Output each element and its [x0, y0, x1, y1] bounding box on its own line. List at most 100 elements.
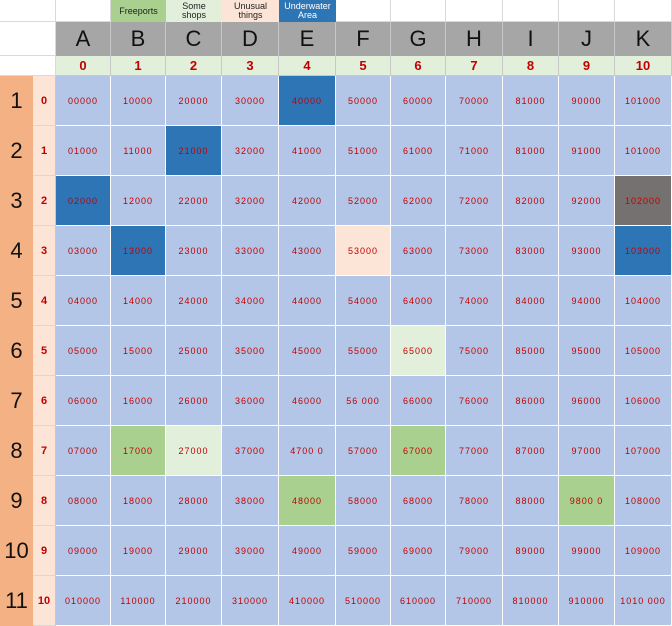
- column-header[interactable]: E: [279, 22, 336, 56]
- column-header[interactable]: K: [615, 22, 672, 56]
- row-header[interactable]: 6: [0, 326, 33, 376]
- grid-cell[interactable]: 109000: [615, 526, 672, 576]
- grid-cell[interactable]: 72000: [446, 176, 503, 226]
- grid-cell[interactable]: 93000: [559, 226, 615, 276]
- grid-cell[interactable]: 43000: [279, 226, 336, 276]
- grid-cell[interactable]: 22000: [166, 176, 222, 226]
- grid-cell[interactable]: 71000: [446, 126, 503, 176]
- grid-cell[interactable]: 310000: [222, 576, 279, 626]
- grid-cell[interactable]: 46000: [279, 376, 336, 426]
- grid-cell[interactable]: 53000: [336, 226, 391, 276]
- grid-cell[interactable]: 10000: [111, 76, 166, 126]
- grid-cell[interactable]: 79000: [446, 526, 503, 576]
- grid-cell[interactable]: 63000: [391, 226, 446, 276]
- grid-cell[interactable]: 67000: [391, 426, 446, 476]
- grid-cell[interactable]: 60000: [391, 76, 446, 126]
- grid-cell[interactable]: 810000: [503, 576, 559, 626]
- grid-cell[interactable]: 73000: [446, 226, 503, 276]
- grid-cell[interactable]: 70000: [446, 76, 503, 126]
- grid-cell[interactable]: 15000: [111, 326, 166, 376]
- grid-cell[interactable]: 85000: [503, 326, 559, 376]
- grid-cell[interactable]: 610000: [391, 576, 446, 626]
- grid-cell[interactable]: 61000: [391, 126, 446, 176]
- grid-cell[interactable]: 24000: [166, 276, 222, 326]
- grid-cell[interactable]: 18000: [111, 476, 166, 526]
- grid-cell[interactable]: 03000: [56, 226, 111, 276]
- column-header[interactable]: D: [222, 22, 279, 56]
- grid-cell[interactable]: 87000: [503, 426, 559, 476]
- grid-cell[interactable]: 37000: [222, 426, 279, 476]
- grid-cell[interactable]: 36000: [222, 376, 279, 426]
- grid-cell[interactable]: 27000: [166, 426, 222, 476]
- grid-cell[interactable]: 01000: [56, 126, 111, 176]
- grid-cell[interactable]: 102000: [615, 176, 672, 226]
- row-header[interactable]: 4: [0, 226, 33, 276]
- grid-cell[interactable]: 19000: [111, 526, 166, 576]
- grid-cell[interactable]: 45000: [279, 326, 336, 376]
- column-header[interactable]: A: [56, 22, 111, 56]
- column-header[interactable]: H: [446, 22, 503, 56]
- grid-cell[interactable]: 68000: [391, 476, 446, 526]
- column-header[interactable]: I: [503, 22, 559, 56]
- grid-cell[interactable]: 65000: [391, 326, 446, 376]
- grid-cell[interactable]: 101000: [615, 126, 672, 176]
- grid-cell[interactable]: 104000: [615, 276, 672, 326]
- grid-cell[interactable]: 64000: [391, 276, 446, 326]
- grid-cell[interactable]: 95000: [559, 326, 615, 376]
- grid-cell[interactable]: 50000: [336, 76, 391, 126]
- grid-cell[interactable]: 106000: [615, 376, 672, 426]
- grid-cell[interactable]: 90000: [559, 76, 615, 126]
- grid-cell[interactable]: 78000: [446, 476, 503, 526]
- column-header[interactable]: F: [336, 22, 391, 56]
- grid-cell[interactable]: 52000: [336, 176, 391, 226]
- grid-cell[interactable]: 40000: [279, 76, 336, 126]
- grid-cell[interactable]: 88000: [503, 476, 559, 526]
- column-header[interactable]: C: [166, 22, 222, 56]
- grid-cell[interactable]: 89000: [503, 526, 559, 576]
- grid-cell[interactable]: 08000: [56, 476, 111, 526]
- grid-cell[interactable]: 48000: [279, 476, 336, 526]
- grid-cell[interactable]: 1010 000: [615, 576, 672, 626]
- grid-cell[interactable]: 02000: [56, 176, 111, 226]
- grid-cell[interactable]: 12000: [111, 176, 166, 226]
- grid-cell[interactable]: 23000: [166, 226, 222, 276]
- grid-cell[interactable]: 99000: [559, 526, 615, 576]
- grid-cell[interactable]: 69000: [391, 526, 446, 576]
- grid-cell[interactable]: 59000: [336, 526, 391, 576]
- grid-cell[interactable]: 58000: [336, 476, 391, 526]
- grid-cell[interactable]: 44000: [279, 276, 336, 326]
- grid-cell[interactable]: 57000: [336, 426, 391, 476]
- row-header[interactable]: 10: [0, 526, 33, 576]
- grid-cell[interactable]: 510000: [336, 576, 391, 626]
- grid-cell[interactable]: 81000: [503, 126, 559, 176]
- row-header[interactable]: 1: [0, 76, 33, 126]
- grid-cell[interactable]: 91000: [559, 126, 615, 176]
- row-header[interactable]: 8: [0, 426, 33, 476]
- grid-cell[interactable]: 83000: [503, 226, 559, 276]
- grid-cell[interactable]: 09000: [56, 526, 111, 576]
- grid-cell[interactable]: 21000: [166, 126, 222, 176]
- grid-cell[interactable]: 77000: [446, 426, 503, 476]
- grid-cell[interactable]: 210000: [166, 576, 222, 626]
- grid-cell[interactable]: 11000: [111, 126, 166, 176]
- grid-cell[interactable]: 82000: [503, 176, 559, 226]
- grid-cell[interactable]: 74000: [446, 276, 503, 326]
- grid-cell[interactable]: 32000: [222, 126, 279, 176]
- grid-cell[interactable]: 00000: [56, 76, 111, 126]
- row-header[interactable]: 9: [0, 476, 33, 526]
- grid-cell[interactable]: 910000: [559, 576, 615, 626]
- grid-cell[interactable]: 17000: [111, 426, 166, 476]
- grid-cell[interactable]: 010000: [56, 576, 111, 626]
- grid-cell[interactable]: 75000: [446, 326, 503, 376]
- grid-cell[interactable]: 4700 0: [279, 426, 336, 476]
- grid-cell[interactable]: 96000: [559, 376, 615, 426]
- grid-cell[interactable]: 49000: [279, 526, 336, 576]
- grid-cell[interactable]: 410000: [279, 576, 336, 626]
- grid-cell[interactable]: 55000: [336, 326, 391, 376]
- grid-cell[interactable]: 101000: [615, 76, 672, 126]
- grid-cell[interactable]: 710000: [446, 576, 503, 626]
- grid-cell[interactable]: 05000: [56, 326, 111, 376]
- row-header[interactable]: 2: [0, 126, 33, 176]
- grid-cell[interactable]: 54000: [336, 276, 391, 326]
- grid-cell[interactable]: 42000: [279, 176, 336, 226]
